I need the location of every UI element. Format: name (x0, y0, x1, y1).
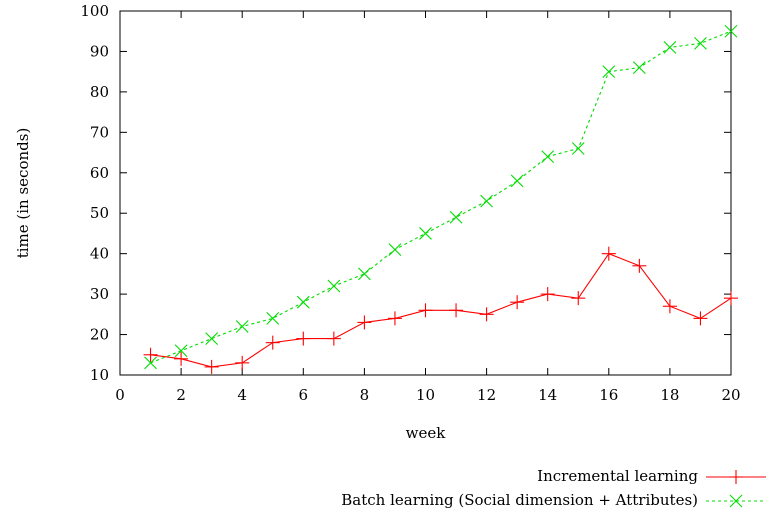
legend-marker-point (729, 494, 743, 508)
y-tick-label: 60 (90, 164, 109, 182)
data-point-series-1 (632, 61, 646, 75)
data-point-series-1 (358, 267, 371, 281)
data-point-series-1 (571, 142, 585, 155)
x-axis-label: week (406, 424, 447, 442)
y-tick-label: 80 (90, 83, 109, 101)
x-tick-label: 0 (115, 386, 125, 404)
x-tick-label: 20 (721, 386, 740, 404)
data-point-series-1 (327, 279, 341, 293)
axis-ticks (119, 10, 732, 376)
data-point-series-1 (235, 320, 249, 333)
x-tick-label: 18 (660, 386, 679, 404)
series-lines (150, 30, 732, 368)
legend-marker-batch (729, 494, 743, 508)
x-tick-label: 8 (360, 386, 370, 404)
x-tick-label: 4 (237, 386, 247, 404)
axis-tick-labels: 0 2 4 6 8 10 12 14 16 18 20 10 20 30 40 50 60 70 80 90 100 (80, 2, 740, 404)
y-axis-label: time (in seconds) (14, 128, 32, 259)
data-point-series-1 (663, 41, 677, 54)
x-tick-label: 16 (599, 386, 618, 404)
data-point-series-1 (602, 65, 616, 79)
plot-area (119, 10, 732, 376)
data-point-series-1 (266, 311, 280, 325)
data-point-series-1 (694, 36, 707, 50)
data-point-series-1 (510, 174, 524, 188)
data-point-series-1 (388, 243, 402, 257)
data-point-series-1 (144, 356, 157, 370)
data-point-series-1 (419, 227, 432, 240)
y-tick-label: 100 (80, 2, 109, 20)
y-tick-label: 40 (90, 245, 109, 263)
legend-label-batch: Batch learning (Social dimension + Attri… (341, 491, 698, 509)
legend: Incremental learning Batch learning (Soc… (341, 467, 766, 509)
series-line-0 (150, 253, 732, 368)
y-tick-label: 30 (90, 285, 109, 303)
y-tick-label: 20 (90, 326, 109, 344)
data-point-series-1 (724, 24, 738, 38)
x-tick-label: 2 (176, 386, 186, 404)
y-tick-label: 70 (90, 123, 109, 141)
x-tick-label: 6 (299, 386, 309, 404)
data-point-series-1 (449, 210, 463, 224)
series-markers (143, 24, 738, 374)
data-point-series-1 (296, 295, 310, 309)
data-point-series-1 (205, 332, 219, 345)
data-point-series-1 (174, 344, 188, 358)
y-tick-label: 90 (90, 42, 109, 60)
data-point-series-1 (480, 194, 493, 208)
data-point-series-1 (541, 150, 555, 163)
x-tick-label: 14 (538, 386, 557, 404)
x-tick-label: 10 (416, 386, 435, 404)
legend-marker-incremental (729, 470, 743, 484)
y-tick-label: 10 (90, 366, 109, 384)
legend-label-incremental: Incremental learning (537, 467, 698, 485)
series-line-1 (150, 30, 732, 364)
y-tick-label: 50 (90, 204, 109, 222)
x-tick-label: 12 (477, 386, 496, 404)
